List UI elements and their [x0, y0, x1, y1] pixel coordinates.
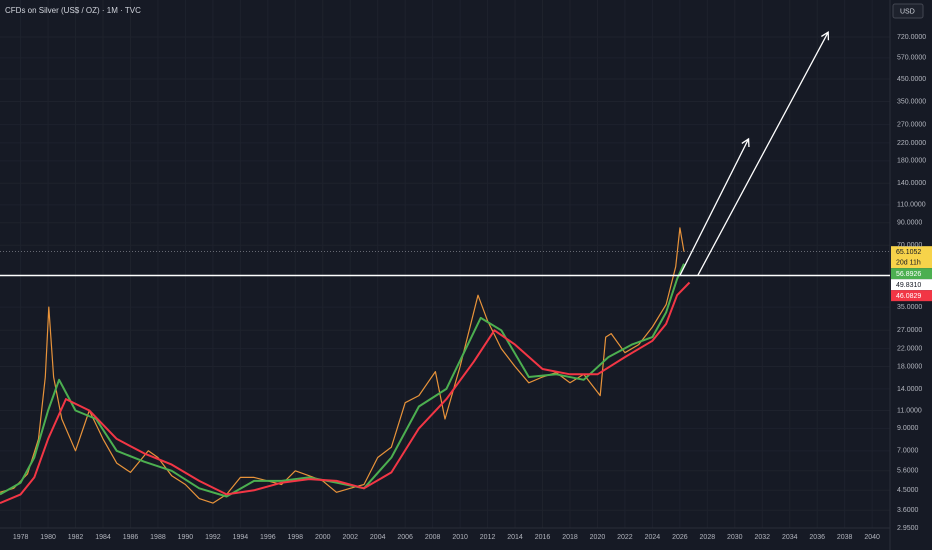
x-tick-label: 2022 [617, 534, 633, 541]
currency-label[interactable]: USD [900, 8, 915, 15]
x-tick-label: 2014 [507, 534, 523, 541]
price-label: 56.8926 [896, 271, 921, 278]
x-tick-label: 2000 [315, 534, 331, 541]
y-tick-label: 22.0000 [897, 345, 922, 352]
y-tick-label: 450.0000 [897, 76, 926, 83]
y-tick-label: 3.6000 [897, 507, 919, 514]
y-tick-label: 220.0000 [897, 140, 926, 147]
x-tick-label: 2018 [562, 534, 578, 541]
y-tick-label: 140.0000 [897, 180, 926, 187]
y-tick-label: 70.0000 [897, 242, 922, 249]
x-tick-label: 2008 [425, 534, 441, 541]
y-tick-label: 180.0000 [897, 158, 926, 165]
x-tick-label: 2006 [397, 534, 413, 541]
price-label: 49.8310 [896, 282, 921, 289]
x-tick-label: 1982 [68, 534, 84, 541]
x-tick-label: 2010 [452, 534, 468, 541]
x-tick-label: 1984 [95, 534, 111, 541]
overlay: 65.1052 20d 11h 56.8926 49.8310 46.0829 [0, 31, 932, 302]
x-tick-label: 2020 [590, 534, 606, 541]
chart-title: CFDs on Silver (US$ / OZ) · 1M · TVC [5, 6, 141, 15]
x-tick-label: 2040 [864, 534, 880, 541]
x-tick-label: 2032 [754, 534, 770, 541]
price-line [0, 263, 685, 498]
x-tick-label: 1998 [288, 534, 304, 541]
price-label: 65.1052 [896, 249, 921, 256]
x-tick-label: 1994 [233, 534, 249, 541]
y-tick-label: 9.0000 [897, 425, 919, 432]
x-tick-label: 2016 [535, 534, 551, 541]
grid [0, 0, 890, 528]
y-tick-label: 4.5000 [897, 487, 919, 494]
y-tick-label: 7.0000 [897, 448, 919, 455]
x-tick-label: 1990 [178, 534, 194, 541]
price-label-box [891, 246, 932, 269]
x-tick-label: 1986 [123, 534, 139, 541]
price-line [0, 227, 685, 504]
x-tick-label: 1992 [205, 534, 221, 541]
x-tick-label: 2036 [809, 534, 825, 541]
y-tick-label: 720.0000 [897, 34, 926, 41]
price-line [0, 281, 691, 505]
price-label-box [891, 290, 932, 302]
x-tick-label: 2024 [645, 534, 661, 541]
price-label-box [891, 268, 932, 280]
trend-arrow [679, 137, 750, 276]
y-tick-label: 110.0000 [897, 202, 926, 209]
price-label-box [891, 279, 932, 291]
x-tick-label: 2026 [672, 534, 688, 541]
countdown: 20d 11h [896, 260, 921, 267]
x-tick-label: 1996 [260, 534, 276, 541]
y-tick-label: 2.9500 [897, 525, 919, 532]
trend-arrow [697, 31, 830, 276]
y-tick-label: 18.0000 [897, 363, 922, 370]
x-tick-label: 1980 [40, 534, 56, 541]
x-tick-label: 2004 [370, 534, 386, 541]
x-tick-label: 2028 [700, 534, 716, 541]
x-tick-label: 2038 [837, 534, 853, 541]
y-tick-label: 570.0000 [897, 55, 926, 62]
y-tick-label: 5.6000 [897, 468, 919, 475]
x-tick-label: 2030 [727, 534, 743, 541]
y-tick-label: 27.0000 [897, 327, 922, 334]
x-tick-label: 2002 [342, 534, 358, 541]
x-tick-label: 2012 [480, 534, 496, 541]
price-label: 46.0829 [896, 293, 921, 300]
x-tick-label: 1978 [13, 534, 29, 541]
y-tick-label: 270.0000 [897, 121, 926, 128]
y-tick-label: 35.0000 [897, 304, 922, 311]
y-tick-label: 350.0000 [897, 98, 926, 105]
x-tick-label: 1988 [150, 534, 166, 541]
x-tick-label: 2034 [782, 534, 798, 541]
y-tick-label: 11.0000 [897, 407, 922, 414]
plot-area [0, 227, 691, 505]
y-tick-label: 14.0000 [897, 386, 922, 393]
currency-button[interactable] [892, 3, 924, 19]
y-tick-label: 90.0000 [897, 220, 922, 227]
